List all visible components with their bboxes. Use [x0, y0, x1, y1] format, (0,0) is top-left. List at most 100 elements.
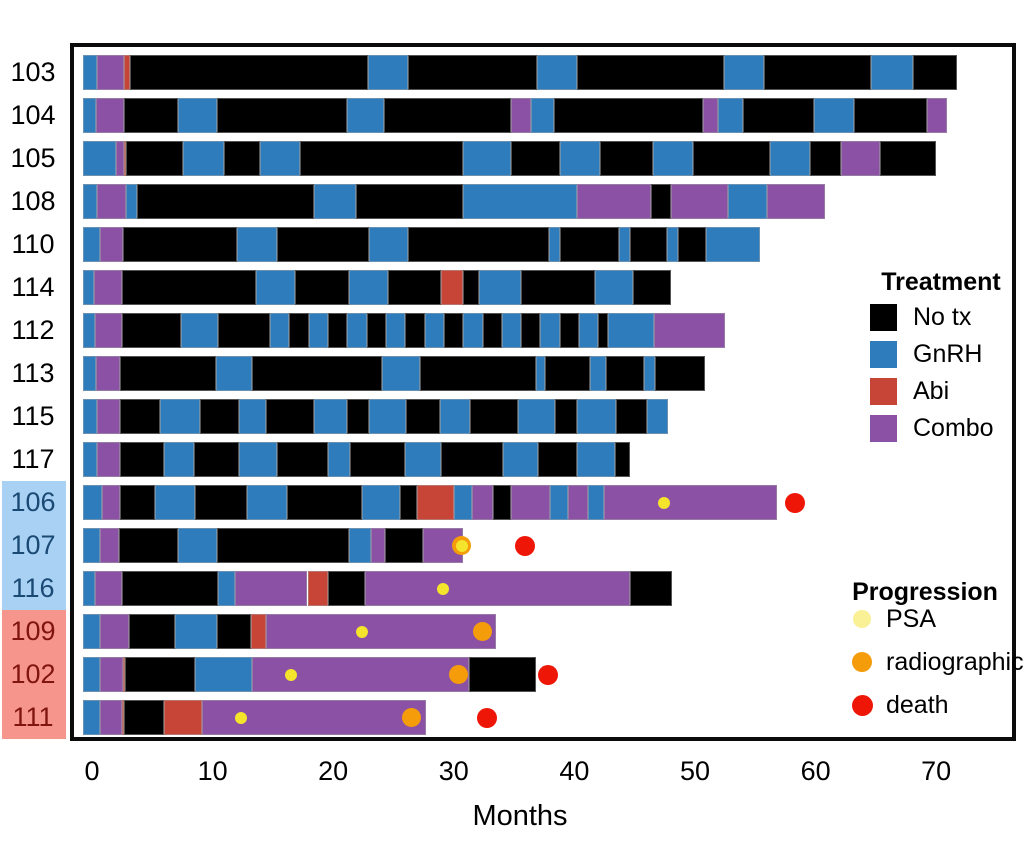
bar-segment-gnrh — [83, 313, 96, 348]
bar-segment-gnrh — [83, 270, 94, 305]
bar-segment-no-tx — [615, 442, 630, 477]
ylabel-patient-104: 104 — [10, 100, 56, 130]
bar-segment-gnrh — [717, 98, 744, 133]
bar-segment-gnrh — [579, 313, 599, 348]
bar-segment-gnrh — [769, 141, 810, 176]
bar-segment-gnrh — [550, 485, 569, 520]
bar-segment-no-tx — [443, 313, 464, 348]
bar-segment-gnrh — [347, 313, 367, 348]
bar-segment-no-tx — [355, 184, 464, 219]
ylabel-patient-115: 115 — [11, 401, 55, 431]
bar-segment-no-tx — [482, 313, 502, 348]
marker-psa — [436, 582, 449, 595]
bar-segment-no-tx — [763, 55, 872, 90]
bar-segment-no-tx — [576, 55, 724, 90]
bar-segment-no-tx — [119, 528, 179, 563]
marker-radiographic — [448, 665, 468, 684]
bar-segment-gnrh — [83, 442, 98, 477]
bar-segment-no-tx — [124, 700, 164, 735]
marker-psa — [235, 711, 248, 724]
ylabel-highlight-107 — [2, 524, 66, 567]
bar-segment-no-tx — [511, 141, 560, 176]
bar-segment-gnrh — [576, 399, 617, 434]
bar-segment-gnrh — [328, 442, 350, 477]
bar-segment-combo — [511, 98, 531, 133]
bar-segment-combo — [96, 98, 125, 133]
bar-segment-no-tx — [366, 313, 386, 348]
bar-segment-gnrh — [83, 227, 100, 262]
bar-segment-gnrh — [405, 442, 442, 477]
marker-death — [477, 707, 498, 728]
bar-segment-gnrh — [367, 55, 408, 90]
ylabel-patient-113: 113 — [11, 358, 55, 388]
x-tick-70: 70 — [921, 756, 952, 786]
bar-segment-gnrh — [255, 270, 296, 305]
bar-segment-combo — [97, 442, 121, 477]
bar-segment-gnrh — [218, 571, 236, 606]
bar-segment-gnrh — [270, 313, 290, 348]
bar-segment-no-tx — [388, 270, 442, 305]
bar-segment-abi — [163, 700, 203, 735]
bar-segment-no-tx — [651, 184, 671, 219]
marker-death — [514, 535, 535, 556]
bar-segment-gnrh — [517, 399, 555, 434]
bar-segment-no-tx — [470, 399, 518, 434]
bar-segment-no-tx — [121, 313, 181, 348]
bar-segment-no-tx — [224, 141, 261, 176]
treatment-legend-swatch-combo — [870, 415, 897, 442]
bar-segment-gnrh — [155, 485, 196, 520]
bar-segment-gnrh — [83, 356, 97, 391]
bar-segment-abi — [441, 270, 464, 305]
bar-segment-gnrh — [705, 227, 761, 262]
bar-segment-no-tx — [616, 399, 647, 434]
bar-segment-no-tx — [251, 356, 383, 391]
bar-segment-gnrh — [646, 399, 669, 434]
bar-segment-gnrh — [463, 184, 577, 219]
bar-segment-gnrh — [83, 485, 103, 520]
bar-segment-gnrh — [587, 485, 605, 520]
bar-segment-no-tx — [692, 141, 770, 176]
x-tick-0: 0 — [84, 756, 100, 786]
bar-segment-no-tx — [599, 141, 653, 176]
bar-segment-no-tx — [521, 313, 541, 348]
bar-segment-gnrh — [535, 356, 546, 391]
bar-segment-gnrh — [83, 614, 100, 649]
bar-segment-gnrh — [667, 227, 679, 262]
bar-segment-no-tx — [655, 356, 705, 391]
marker-psa — [455, 539, 468, 552]
bar-segment-gnrh — [313, 399, 348, 434]
bar-segment-gnrh — [83, 657, 100, 692]
bar-segment-gnrh — [126, 184, 138, 219]
bar-segment-gnrh — [463, 141, 512, 176]
bar-segment-combo — [99, 528, 120, 563]
bar-segment-gnrh — [530, 98, 554, 133]
bar-segment-gnrh — [536, 55, 577, 90]
bar-segment-combo — [97, 55, 125, 90]
progression-legend-title: Progression — [852, 578, 998, 606]
ylabel-patient-114: 114 — [11, 272, 55, 302]
bar-segment-gnrh — [174, 614, 217, 649]
bar-segment-no-tx — [743, 98, 815, 133]
bar-segment-no-tx — [598, 313, 609, 348]
bar-segment-gnrh — [183, 141, 225, 176]
bar-segment-gnrh — [180, 313, 219, 348]
bar-segment-gnrh — [576, 442, 616, 477]
treatment-legend-label: Abi — [913, 377, 950, 405]
x-tick-40: 40 — [559, 756, 590, 786]
bar-segment-gnrh — [83, 98, 97, 133]
treatment-legend-title: Treatment — [881, 268, 1001, 296]
bar-segment-no-tx — [218, 313, 271, 348]
bar-segment-no-tx — [629, 227, 668, 262]
bar-segment-gnrh — [178, 98, 217, 133]
marker-psa — [657, 496, 670, 509]
bar-segment-abi — [124, 141, 127, 176]
bar-segment-combo — [423, 528, 464, 563]
bar-segment-combo — [703, 98, 718, 133]
progression-legend-dot-radiographic — [852, 652, 872, 672]
bar-segment-gnrh — [618, 227, 630, 262]
bar-segment-gnrh — [871, 55, 914, 90]
ylabel-patient-103: 103 — [10, 57, 56, 87]
bar-segment-gnrh — [238, 399, 267, 434]
bar-segment-gnrh — [83, 141, 116, 176]
ylabel-highlight-106 — [2, 481, 66, 524]
